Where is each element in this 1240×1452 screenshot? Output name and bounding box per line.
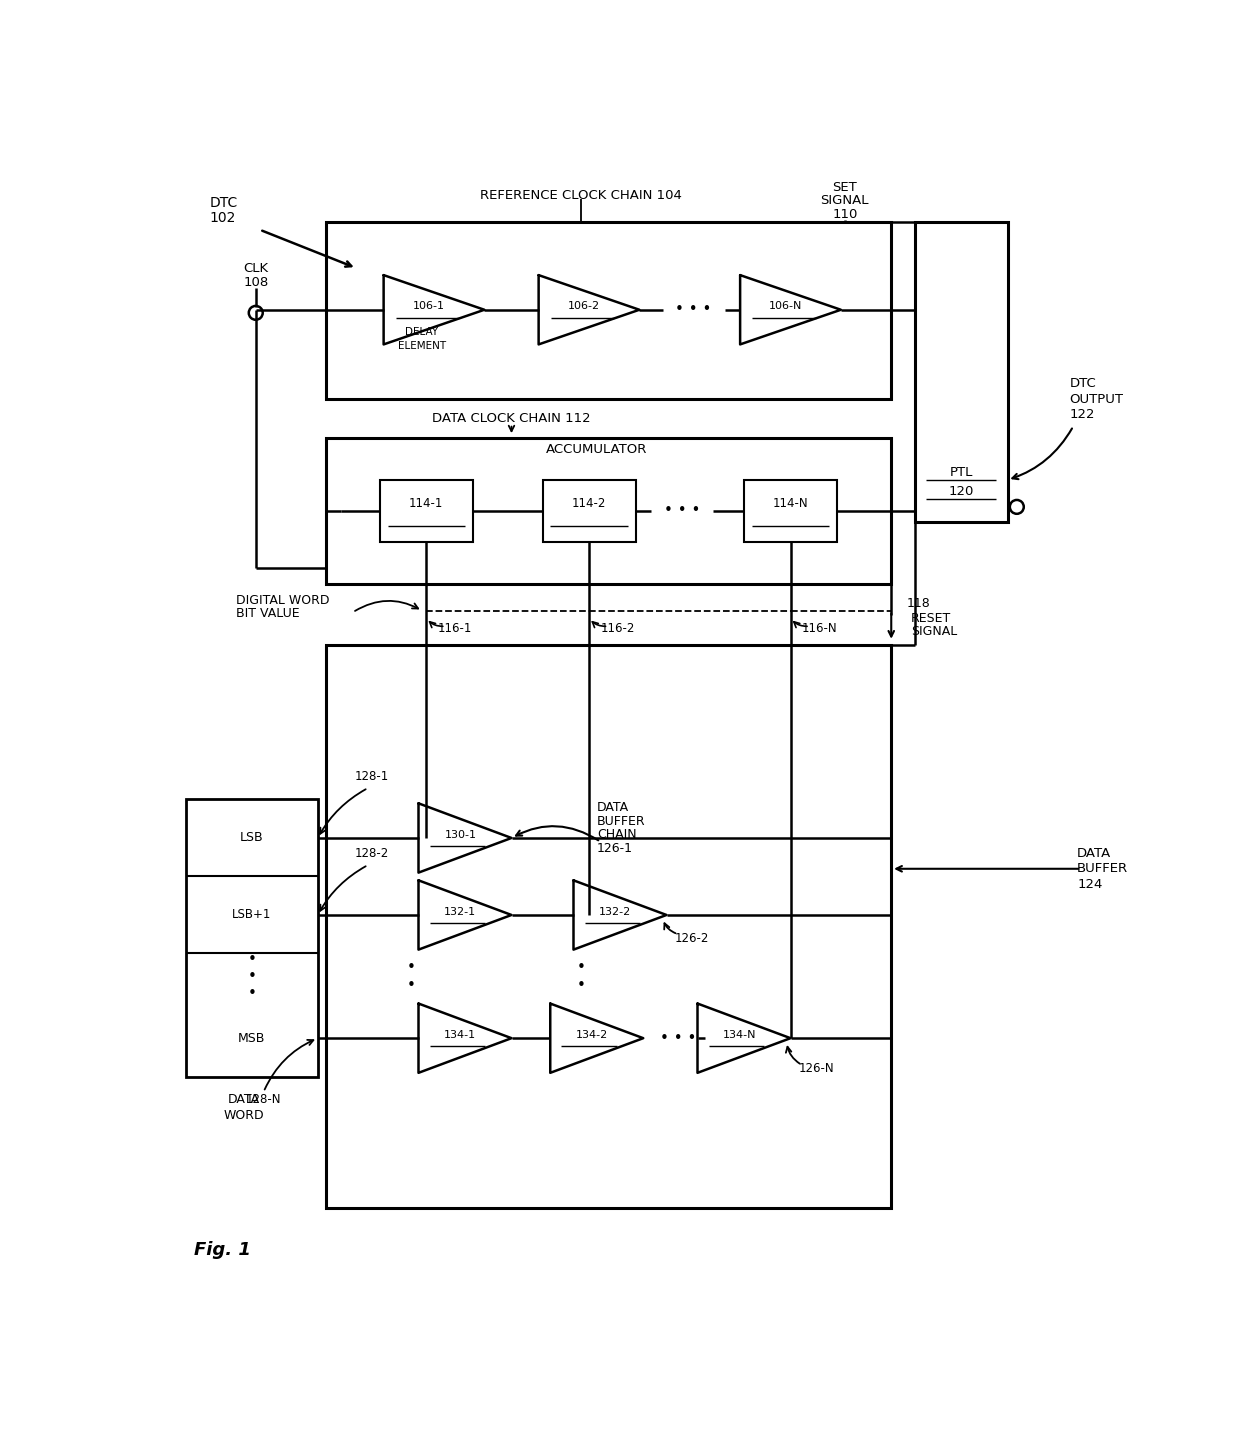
Text: ACCUMULATOR: ACCUMULATOR [546,443,647,456]
Text: 124: 124 [1078,877,1102,890]
Bar [325,646,892,1208]
Text: 106-N: 106-N [769,302,802,311]
Text: 120: 120 [949,485,973,498]
Text: DTC: DTC [1069,378,1096,391]
Text: LSB+1: LSB+1 [232,909,272,922]
Text: 126-N: 126-N [799,1063,833,1076]
Text: DTC: DTC [210,196,238,209]
Text: • • •: • • • [660,1031,697,1045]
Text: 134-N: 134-N [723,1029,756,1040]
Text: 126-1: 126-1 [596,842,632,855]
Text: 126-2: 126-2 [675,932,708,945]
Text: CLK: CLK [243,261,268,274]
Bar [325,222,892,399]
Text: 128-2: 128-2 [355,847,389,860]
Bar [744,481,837,542]
Text: Fig. 1: Fig. 1 [193,1241,250,1259]
Text: OUTPUT: OUTPUT [1069,392,1123,405]
Text: PTL: PTL [950,466,972,479]
Text: 108: 108 [243,276,268,289]
Text: 134-2: 134-2 [575,1029,609,1040]
Text: WORD: WORD [223,1109,264,1122]
Text: BUFFER: BUFFER [1078,862,1128,876]
Text: RESET: RESET [910,613,951,624]
Text: 118: 118 [906,597,930,610]
Text: 116-1: 116-1 [438,621,472,635]
Text: • • •: • • • [676,302,712,317]
Bar [543,481,635,542]
Bar [379,481,472,542]
Text: 114-1: 114-1 [409,497,444,510]
Text: DATA CLOCK CHAIN 112: DATA CLOCK CHAIN 112 [433,412,590,425]
Text: 106-1: 106-1 [413,302,445,311]
Text: BUFFER: BUFFER [596,815,645,828]
Text: BIT VALUE: BIT VALUE [237,607,300,620]
Text: 114-2: 114-2 [572,497,606,510]
Text: DIGITAL WORD: DIGITAL WORD [237,594,330,607]
Text: 128-N: 128-N [246,1093,281,1106]
Text: 116-2: 116-2 [600,621,635,635]
Text: DATA: DATA [596,800,629,813]
Text: • • •: • • • [663,504,701,518]
Bar [915,222,1007,523]
Text: DATA: DATA [1078,847,1111,860]
Text: DELAY: DELAY [405,327,439,337]
Text: SIGNAL: SIGNAL [821,195,869,208]
Text: 102: 102 [210,211,236,225]
Text: 116-N: 116-N [802,621,838,635]
Text: MSB: MSB [238,1032,265,1044]
Text: •
•: • • [577,960,585,993]
Bar [325,437,892,584]
Text: 106-2: 106-2 [568,302,600,311]
Text: 114-N: 114-N [773,497,808,510]
Text: •
•: • • [407,960,415,993]
Text: 130-1: 130-1 [444,829,476,839]
Text: 132-1: 132-1 [444,906,476,916]
Text: CHAIN: CHAIN [596,829,636,841]
Text: SIGNAL: SIGNAL [910,626,957,637]
Text: DATA: DATA [228,1093,260,1106]
Text: 122: 122 [1069,408,1095,421]
Bar [186,800,317,1077]
Text: 128-1: 128-1 [355,770,389,783]
Text: •
•
•: • • • [248,951,257,1002]
Text: ELEMENT: ELEMENT [398,341,446,351]
Text: 134-1: 134-1 [444,1029,476,1040]
Text: REFERENCE CLOCK CHAIN 104: REFERENCE CLOCK CHAIN 104 [480,189,682,202]
Text: LSB: LSB [241,832,264,845]
Text: 132-2: 132-2 [599,906,631,916]
Text: 110: 110 [832,208,857,221]
Text: SET: SET [832,182,857,193]
